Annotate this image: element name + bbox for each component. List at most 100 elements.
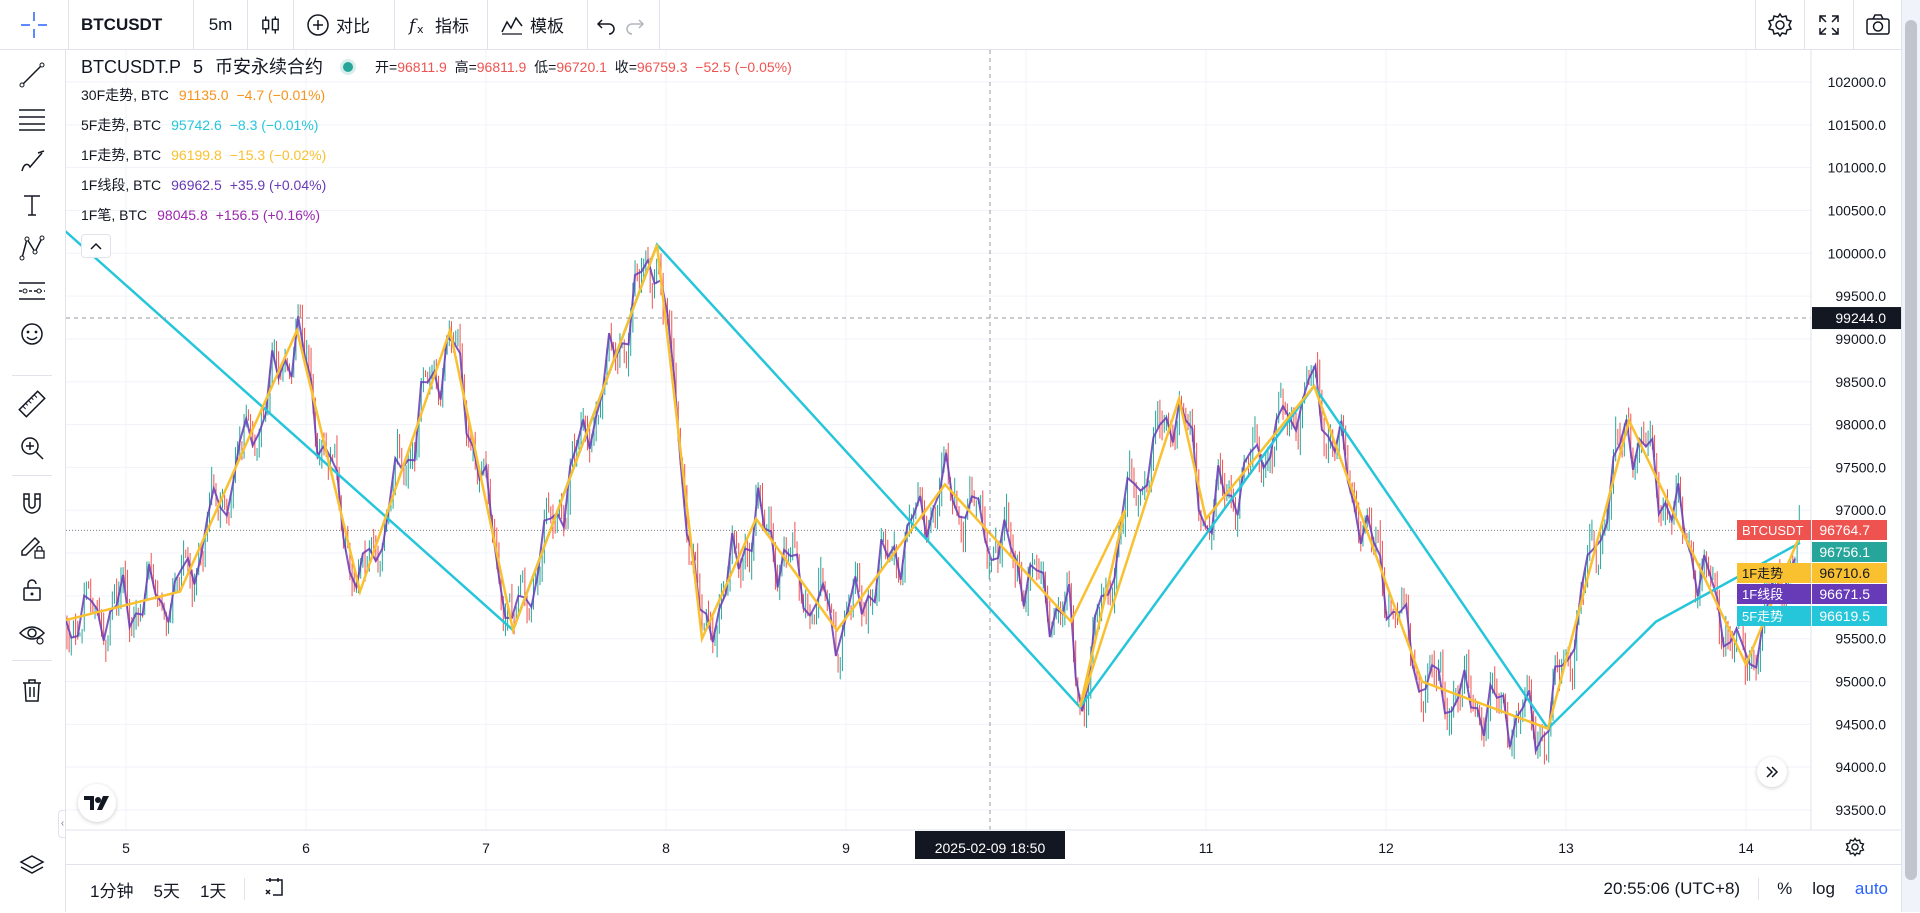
percent-toggle[interactable]: % [1777, 879, 1793, 898]
plus-circle-icon [307, 13, 329, 36]
symbol-label: BTCUSDT [81, 14, 163, 34]
collapse-toolbar-handle[interactable]: ‹ [58, 810, 66, 838]
time-tick-label: 7 [482, 840, 490, 856]
redo-icon[interactable] [625, 15, 645, 35]
scroll-to-realtime-button[interactable] [1757, 757, 1787, 787]
price-tag-box [1812, 563, 1887, 583]
close-label: 收= [614, 59, 637, 75]
legend-ohlc: 开=96811.9 高=96811.9 低=96720.1 收=96759.3 … [375, 52, 792, 82]
price-chart[interactable]: 102000.0 101500.0 101000.0 100500.0 100000.0… [66, 50, 1902, 864]
indicator-change: +156.5 (+0.16%) [215, 207, 321, 223]
indicator-label: 5F走势, BTC [81, 117, 162, 133]
crosshair-time-label: 2025-02-09 18:50 [935, 840, 1046, 856]
compare-button[interactable]: 对比 [294, 0, 395, 49]
tv-logo[interactable] [78, 784, 116, 822]
collapse-legend-button[interactable] [81, 234, 111, 258]
price-tag-name: BTCUSDT [1742, 523, 1803, 538]
magnet-icon[interactable] [16, 488, 48, 520]
time-tick-label: 9 [842, 840, 850, 856]
price-tag-name-box [1737, 584, 1811, 604]
legend-interval: 5 [193, 57, 204, 77]
low-value: 96720.1 [556, 59, 607, 75]
time-tick-label: 14 [1738, 840, 1754, 856]
legend-indicator-row[interactable]: 30F走势, BTC 91135.0 −4.7 (−0.01%) [81, 80, 792, 110]
brush-icon[interactable] [16, 145, 48, 177]
camera-icon[interactable] [1853, 0, 1902, 49]
price-tick-label: 99500.0 [1835, 288, 1886, 304]
price-tick-label: 95500.0 [1835, 631, 1886, 647]
trash-icon[interactable] [16, 674, 48, 706]
price-tag-name: 5F走势 [1742, 609, 1783, 624]
range-1d[interactable]: 1天 [199, 881, 227, 901]
double-chevron-right-icon [1766, 766, 1779, 778]
emoji-icon[interactable] [16, 318, 48, 350]
templates-label: 模板 [530, 17, 564, 36]
crosshair-tool-icon[interactable] [0, 0, 69, 49]
undo-redo-group [588, 0, 660, 49]
price-tick-label: 100500.0 [1828, 202, 1887, 218]
goto-date-icon[interactable] [253, 876, 295, 903]
low-label: 低= [534, 59, 557, 75]
text-icon[interactable] [16, 189, 48, 221]
interval-button[interactable]: 5m [194, 0, 248, 49]
drawing-toolbar: ‹ [0, 50, 66, 912]
indicators-label: 指标 [435, 17, 469, 36]
range-5d[interactable]: 5天 [153, 881, 180, 901]
crosshair-time-box [915, 831, 1065, 859]
log-toggle[interactable]: log [1812, 879, 1835, 898]
price-tick-label: 94000.0 [1835, 759, 1886, 775]
layers-icon[interactable] [16, 850, 48, 882]
page-scrollbar[interactable] [1901, 0, 1920, 912]
legend-indicator-row[interactable]: 1F笔, BTC 98045.8 +156.5 (+0.16%) [81, 200, 792, 230]
price-tag-value: 96671.5 [1819, 586, 1870, 602]
zoom-in-icon[interactable] [16, 432, 48, 464]
price-tick-label: 98500.0 [1835, 374, 1886, 390]
close-value: 96759.3 [636, 59, 688, 75]
chevron-up-icon [90, 242, 102, 250]
legend-indicator-row[interactable]: 5F走势, BTC 95742.6 −8.3 (−0.01%) [81, 110, 792, 140]
indicator-value: 91135.0 [178, 87, 229, 103]
price-tick-label: 94500.0 [1835, 716, 1886, 732]
lock-drawing-pencil-icon[interactable] [16, 531, 48, 563]
horizontal-lines-icon[interactable] [16, 102, 48, 134]
interval-label: 5m [208, 14, 233, 34]
fullscreen-icon[interactable] [1804, 0, 1853, 49]
templates-button[interactable]: 模板 [488, 0, 588, 49]
time-axis: 5 6 7 8 9 11 12 13 14 2025-02-09 18:50 [66, 829, 1902, 859]
price-tag-box [1812, 542, 1887, 562]
price-tick-label: 101000.0 [1828, 160, 1887, 176]
auto-toggle[interactable]: auto [1854, 879, 1888, 898]
candle-series [66, 247, 1800, 765]
symbol-search-button[interactable]: BTCUSDT [69, 0, 194, 49]
legend-exchange: 币安永续合约 [215, 57, 324, 77]
axis-settings-gear-icon[interactable] [1844, 836, 1866, 858]
settings-gear-icon[interactable] [1755, 0, 1804, 49]
legend-symbol[interactable]: BTCUSDT.P [81, 57, 182, 77]
chart-type-button[interactable] [248, 0, 294, 49]
legend-indicator-row[interactable]: 1F线段, BTC 96962.5 +35.9 (+0.04%) [81, 170, 792, 200]
price-tick-label: 97500.0 [1835, 459, 1886, 475]
undo-icon[interactable] [596, 15, 616, 35]
svg-text:x: x [417, 23, 424, 36]
pattern-icon[interactable] [16, 232, 48, 264]
price-axis: 102000.0 101500.0 101000.0 100500.0 100000.0… [1737, 50, 1902, 830]
open-value: 96811.9 [397, 59, 447, 75]
bottom-toolbar: 1分钟 5天 1天 20:55:06 (UTC+8) % log auto [66, 864, 1902, 913]
price-tag-box [1812, 606, 1887, 626]
clock-timezone[interactable]: 20:55:06 (UTC+8) [1603, 879, 1741, 898]
time-tick-label: 13 [1558, 840, 1574, 856]
price-tick-label: 99000.0 [1835, 331, 1886, 347]
ruler-icon[interactable] [16, 388, 48, 420]
lock-icon[interactable] [16, 574, 48, 606]
templates-icon [501, 16, 523, 35]
legend-indicator-row[interactable]: 1F走势, BTC 96199.8 −15.3 (−0.02%) [81, 140, 792, 170]
candles-icon [262, 15, 279, 34]
indicator-change: +35.9 (+0.04%) [229, 177, 327, 193]
prediction-icon[interactable] [16, 275, 48, 307]
trend-line-icon[interactable] [16, 59, 48, 91]
eye-icon[interactable] [16, 617, 48, 649]
scrollbar-thumb[interactable] [1905, 20, 1917, 880]
range-1min[interactable]: 1分钟 [90, 881, 134, 901]
